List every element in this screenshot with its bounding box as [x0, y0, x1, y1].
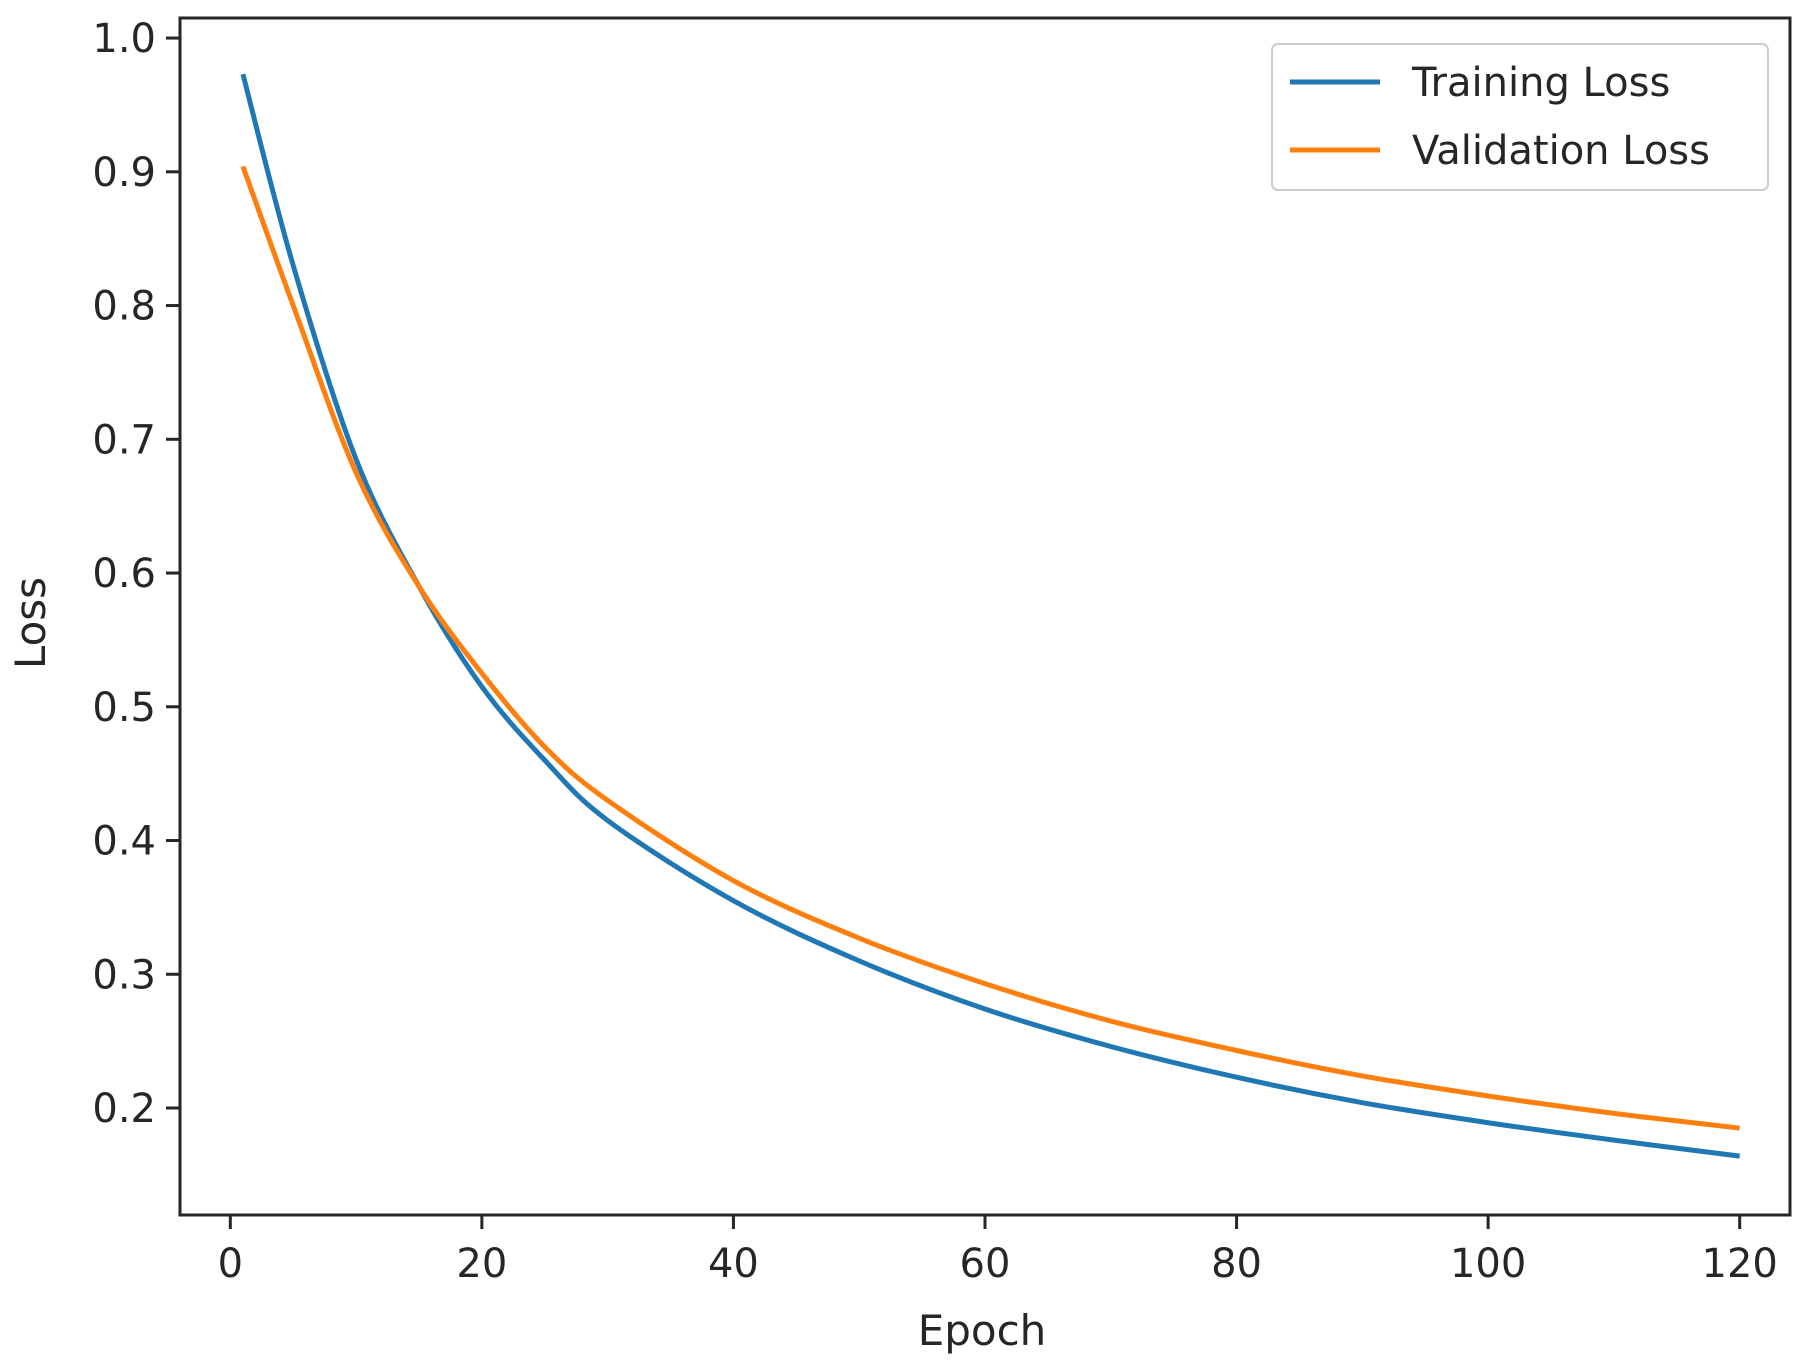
y-tick-label: 0.6 [92, 551, 156, 597]
y-tick-label: 0.3 [92, 952, 156, 998]
x-axis-label: Epoch [918, 1306, 1047, 1355]
plot-background [180, 18, 1790, 1215]
x-tick-label: 80 [1211, 1241, 1262, 1287]
plot-area [180, 18, 1790, 1215]
series-line-validation-loss [240, 165, 1740, 1131]
y-tick-label: 0.9 [92, 150, 156, 196]
x-tick-label: 0 [218, 1241, 243, 1287]
y-tick-label: 0.5 [92, 685, 156, 731]
series-lines [240, 73, 1741, 1159]
y-tick-label: 0.7 [92, 417, 156, 463]
y-axis-ticks: 0.2 0.3 0.4 0.5 0.6 0.7 0.8 0.9 1.0 [92, 16, 180, 1132]
y-tick-label: 0.8 [92, 284, 156, 330]
series-line-training-loss [240, 73, 1741, 1159]
x-tick-label: 40 [708, 1241, 759, 1287]
y-axis-label: Loss [6, 577, 55, 669]
y-tick-label: 0.2 [92, 1086, 156, 1132]
y-tick-label: 0.4 [92, 819, 156, 865]
x-axis-ticks: 0 20 40 60 80 100 120 [218, 1215, 1778, 1287]
legend: Training Loss Validation Loss [1271, 43, 1769, 191]
x-tick-label: 120 [1702, 1241, 1778, 1287]
x-tick-label: 20 [456, 1241, 507, 1287]
legend-label-validation-loss: Validation Loss [1412, 128, 1710, 174]
legend-label-training-loss: Training Loss [1411, 60, 1670, 106]
y-tick-label: 1.0 [92, 16, 156, 62]
x-tick-label: 100 [1450, 1241, 1526, 1287]
legend-box [1271, 43, 1769, 191]
x-tick-label: 60 [960, 1241, 1011, 1287]
